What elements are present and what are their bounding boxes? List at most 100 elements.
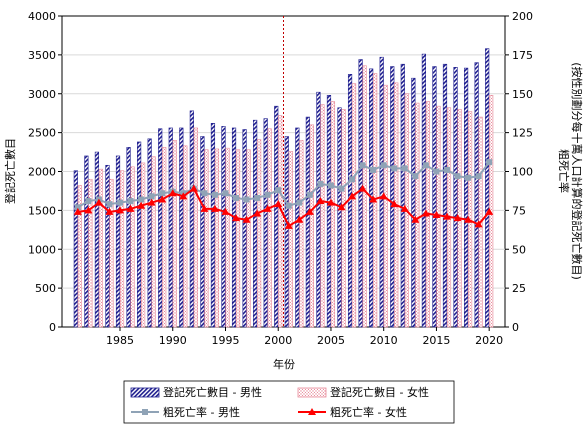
bar-male-2017: [453, 67, 458, 328]
bar-female-2013: [415, 102, 420, 328]
point-female-rate-2013: [411, 215, 420, 223]
bar-female-2002: [299, 140, 304, 328]
point-female-rate-1982: [84, 206, 93, 214]
bar-male-1987: [137, 141, 142, 328]
left-tick-label: 0: [49, 321, 56, 334]
bar-female-2003: [309, 124, 314, 328]
left-tick-label: 1000: [28, 243, 56, 256]
point-female-rate-1992: [189, 184, 198, 192]
point-female-rate-1987: [137, 201, 146, 209]
point-male-rate-2019: [475, 173, 482, 180]
x-tick-label: 2020: [475, 334, 503, 347]
point-female-rate-2000: [274, 200, 283, 208]
bar-female-2001: [288, 150, 293, 328]
point-female-rate-2003: [305, 207, 314, 215]
bar-female-1987: [141, 162, 146, 328]
right-tick-label: 75: [512, 204, 526, 217]
point-female-rate-2009: [369, 195, 378, 203]
bar-female-2007: [351, 83, 357, 328]
bar-male-2005: [326, 95, 332, 328]
bar-female-1985: [119, 170, 125, 328]
bar-female-2000: [278, 115, 283, 328]
point-male-rate-2011: [391, 165, 398, 172]
bar-female-1996: [235, 149, 241, 328]
point-male-rate-2016: [443, 166, 450, 173]
bar-female-1999: [267, 128, 272, 328]
legend-swatch-female-deaths: [297, 387, 327, 398]
point-female-rate-1989: [158, 195, 167, 203]
bar-female-1986: [130, 166, 135, 328]
left-tick-label: 4000: [28, 10, 56, 23]
bar-male-2016: [442, 63, 448, 328]
bar-male-1993: [200, 136, 205, 328]
left-tick-label: 3000: [28, 88, 56, 101]
bar-female-2005: [330, 101, 336, 328]
right-tick-label: 25: [512, 282, 526, 295]
point-male-rate-1999: [264, 191, 271, 198]
point-female-rate-2012: [400, 204, 409, 212]
point-male-rate-2013: [412, 173, 419, 180]
bar-female-1997: [246, 149, 251, 328]
bar-male-2000: [274, 105, 279, 328]
bar-male-2002: [295, 127, 300, 328]
bar-female-2008: [362, 65, 367, 328]
point-female-rate-2011: [390, 200, 399, 208]
bar-male-1999: [263, 118, 268, 328]
bar-female-1989: [162, 147, 167, 328]
point-male-rate-1984: [106, 201, 113, 208]
bar-male-1997: [242, 129, 247, 328]
x-tick-label: 1995: [211, 334, 239, 347]
bar-female-1998: [257, 139, 262, 328]
point-male-rate-2002: [296, 199, 303, 206]
bar-female-2004: [320, 104, 325, 328]
point-male-rate-2007: [349, 176, 356, 183]
line-female-rate: [77, 187, 490, 228]
bar-male-1988: [147, 138, 152, 328]
right-axis-title-line1: 粗死亡率: [557, 149, 571, 193]
bar-male-2015: [432, 66, 437, 328]
bar-male-1998: [253, 119, 258, 328]
right-tick-label: 150: [512, 88, 533, 101]
point-female-rate-2008: [358, 184, 367, 192]
x-axis-title: 年份: [273, 357, 295, 371]
point-male-rate-2004: [317, 180, 324, 187]
bar-male-1985: [115, 155, 121, 328]
point-female-rate-1984: [105, 207, 114, 215]
point-female-rate-2019: [474, 220, 483, 228]
bar-female-1988: [151, 156, 156, 328]
point-female-rate-1981: [73, 207, 82, 215]
point-male-rate-1996: [233, 194, 240, 201]
bar-male-1981: [73, 170, 78, 328]
bar-male-2018: [463, 67, 469, 328]
right-axis-title-line2: (按性別劃分每十萬人口計算的登記死亡數目): [570, 62, 584, 280]
bar-male-1982: [84, 155, 89, 328]
point-female-rate-1997: [242, 215, 251, 223]
point-male-rate-2017: [454, 173, 461, 180]
point-female-rate-2016: [442, 212, 451, 220]
point-female-rate-2018: [464, 215, 473, 223]
left-axis-title: 登記死亡數目: [3, 138, 17, 204]
bar-male-2012: [400, 63, 405, 328]
bar-female-2010: [383, 84, 388, 328]
point-male-rate-2020: [486, 159, 493, 166]
point-male-rate-1995: [222, 190, 229, 197]
legend-label-male-deaths: 登記死亡數目 - 男性: [163, 385, 262, 399]
point-male-rate-1994: [211, 191, 218, 198]
point-female-rate-1993: [200, 204, 209, 212]
point-male-rate-2012: [401, 165, 408, 172]
bar-male-1990: [168, 127, 173, 328]
point-male-rate-1986: [127, 198, 134, 205]
bar-male-2020: [485, 48, 490, 328]
bar-male-2001: [284, 136, 289, 328]
point-male-rate-1989: [159, 190, 166, 197]
point-male-rate-2000: [275, 187, 282, 194]
legend-box: [123, 380, 455, 424]
point-female-rate-2010: [379, 192, 388, 200]
bar-female-1992: [193, 127, 198, 328]
bar-male-2019: [474, 62, 479, 328]
bar-male-2014: [421, 53, 426, 328]
bar-female-1981: [77, 185, 82, 328]
point-female-rate-2002: [295, 215, 304, 223]
point-female-rate-1995: [221, 207, 230, 215]
